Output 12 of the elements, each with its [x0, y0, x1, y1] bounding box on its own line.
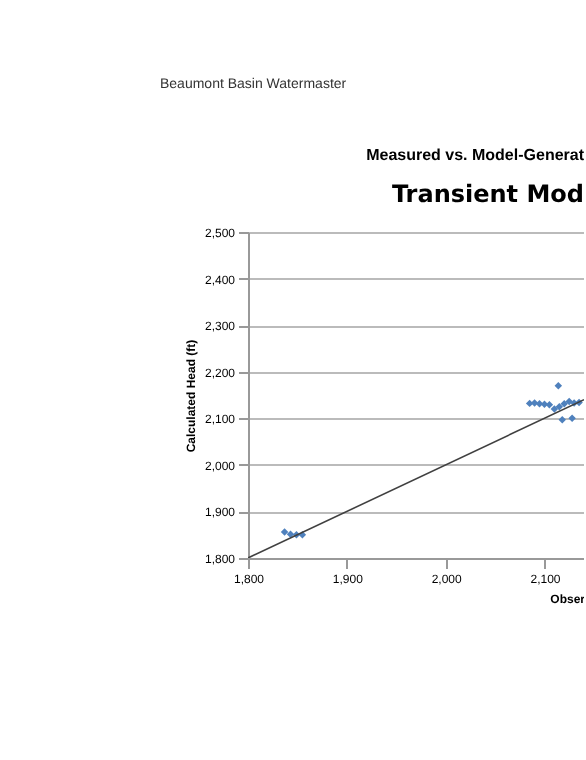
point: [565, 397, 573, 406]
point: [568, 414, 576, 423]
point: [545, 401, 554, 409]
point: [286, 530, 295, 538]
chart-subtitle: Transient Mod: [391, 180, 584, 208]
point: [535, 400, 544, 408]
point: [554, 381, 563, 390]
point: [555, 402, 564, 411]
point: [280, 528, 289, 536]
point: [558, 415, 566, 424]
point: [550, 405, 559, 413]
chart-title: Measured vs. Model-Generat: [366, 146, 585, 164]
